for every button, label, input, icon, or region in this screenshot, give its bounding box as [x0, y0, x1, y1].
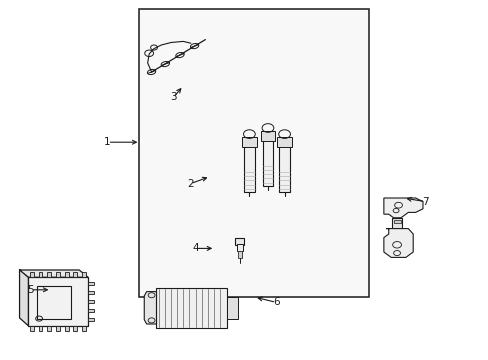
Polygon shape	[383, 229, 412, 257]
Polygon shape	[391, 218, 402, 229]
Bar	[393, 220, 400, 223]
Text: 1: 1	[104, 137, 111, 147]
Bar	[260, 130, 275, 140]
Bar	[30, 326, 34, 331]
Bar	[73, 326, 77, 331]
Bar	[156, 288, 227, 328]
Bar	[82, 326, 86, 331]
Bar	[236, 244, 242, 251]
Bar	[227, 297, 238, 319]
Bar	[237, 251, 241, 258]
Bar	[39, 272, 42, 277]
Bar	[64, 326, 68, 331]
Text: 3: 3	[170, 92, 177, 102]
Bar	[242, 136, 256, 147]
Polygon shape	[144, 292, 156, 324]
Polygon shape	[383, 198, 422, 218]
Bar	[244, 138, 254, 192]
Text: 6: 6	[272, 297, 279, 307]
Bar	[37, 286, 71, 319]
Bar	[56, 326, 60, 331]
Bar	[64, 272, 68, 277]
Bar	[88, 318, 94, 321]
Text: 5: 5	[27, 285, 34, 295]
Bar	[234, 238, 244, 245]
Bar	[56, 272, 60, 277]
Bar	[47, 272, 51, 277]
Bar	[73, 272, 77, 277]
Bar	[28, 277, 88, 326]
Bar	[88, 309, 94, 312]
Bar	[88, 300, 94, 303]
Bar	[82, 272, 86, 277]
Bar	[277, 136, 291, 147]
Bar	[30, 272, 34, 277]
Bar	[47, 326, 51, 331]
Bar	[39, 326, 42, 331]
Text: 4: 4	[192, 243, 199, 253]
Bar	[88, 291, 94, 294]
Bar	[262, 132, 273, 186]
Bar	[139, 9, 368, 297]
Bar	[88, 282, 94, 285]
Text: 7: 7	[421, 197, 428, 207]
Polygon shape	[20, 270, 88, 277]
Text: 2: 2	[187, 179, 194, 189]
Polygon shape	[20, 269, 28, 326]
Bar	[279, 138, 289, 192]
